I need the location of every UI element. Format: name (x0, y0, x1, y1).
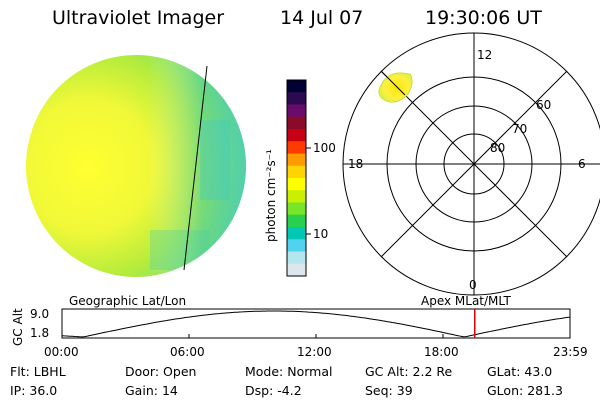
apex-map-label: Apex MLat/MLT (421, 294, 511, 308)
colorbar-swatch (287, 190, 306, 204)
x-tick-label-1200: 12:00 (297, 345, 332, 359)
colorbar-swatch (287, 239, 306, 253)
color-scale-bar (287, 80, 306, 277)
time-label: 19:30:06 UT (425, 7, 542, 29)
altitude-y-label: GC Alt (11, 308, 25, 346)
colorbar-swatch (287, 178, 306, 191)
mlt-label-18: 18 (348, 157, 364, 171)
colorbar-swatch (287, 92, 306, 106)
footer-door: Door: Open (125, 364, 197, 379)
altitude-plot-frame (61, 308, 571, 339)
colorbar-label-10: 10 (313, 227, 329, 241)
colorbar-swatch (287, 116, 306, 130)
color-scale-frame (286, 79, 307, 277)
altitude-curve (61, 310, 571, 338)
mlt-label-12: 12 (477, 48, 493, 62)
colorbar-label-100: 100 (313, 141, 336, 155)
colorbar-swatch (287, 214, 306, 228)
colorbar-swatch (287, 141, 306, 155)
x-tick-label-2359: 23:59 (553, 345, 588, 359)
colorbar-swatch (287, 80, 306, 93)
x-tick-label-1800: 18:00 (424, 345, 459, 359)
diag-line-overlay (380, 70, 406, 96)
instrument-title: Ultraviolet Imager (52, 7, 225, 29)
altitude-x-ticks (61, 334, 571, 338)
colorbar-swatch (287, 263, 306, 277)
altitude-ymin-label: 1.8 (30, 326, 50, 340)
earth-disk-image (26, 55, 246, 277)
footer-flt: Flt: LBHL (10, 364, 66, 379)
date-label: 14 Jul 07 (280, 7, 364, 29)
colorbar-swatch (287, 153, 306, 167)
colorbar-swatch (287, 227, 306, 240)
mlt-label-0: 0 (469, 278, 477, 292)
altitude-ymax-label: 9.0 (30, 307, 50, 321)
footer-ip: IP: 36.0 (10, 383, 58, 398)
colorbar-swatch (287, 251, 306, 265)
footer-glat: GLat: 43.0 (487, 364, 553, 379)
footer-gc-alt: GC Alt: 2.2 Re (365, 364, 453, 379)
terminator-line (183, 65, 208, 271)
auroral-emission-patch (378, 72, 413, 103)
footer-mode: Mode: Normal (245, 364, 333, 379)
footer-seq: Seq: 39 (365, 383, 413, 398)
mlt-label-6: 6 (578, 157, 586, 171)
colorbar-swatch (287, 165, 306, 179)
x-tick-label-0600: 06:00 (170, 345, 205, 359)
footer-dsp: Dsp: -4.2 (245, 383, 302, 398)
colorbar-swatch (287, 202, 306, 216)
colorbar-unit-label: photon cm⁻²s⁻¹ (264, 149, 278, 242)
colorbar-swatch (287, 129, 306, 142)
geographic-map-label: Geographic Lat/Lon (69, 294, 187, 308)
footer-glon: GLon: 281.3 (487, 383, 563, 398)
colorbar-swatch (287, 104, 306, 118)
polar-grid (342, 32, 600, 296)
mlat-label-80: 80 (490, 141, 506, 155)
footer-gain: Gain: 14 (125, 383, 178, 398)
mlat-label-70: 70 (512, 122, 528, 136)
x-tick-label-0000: 00:00 (44, 345, 79, 359)
mlat-label-60: 60 (536, 98, 552, 112)
